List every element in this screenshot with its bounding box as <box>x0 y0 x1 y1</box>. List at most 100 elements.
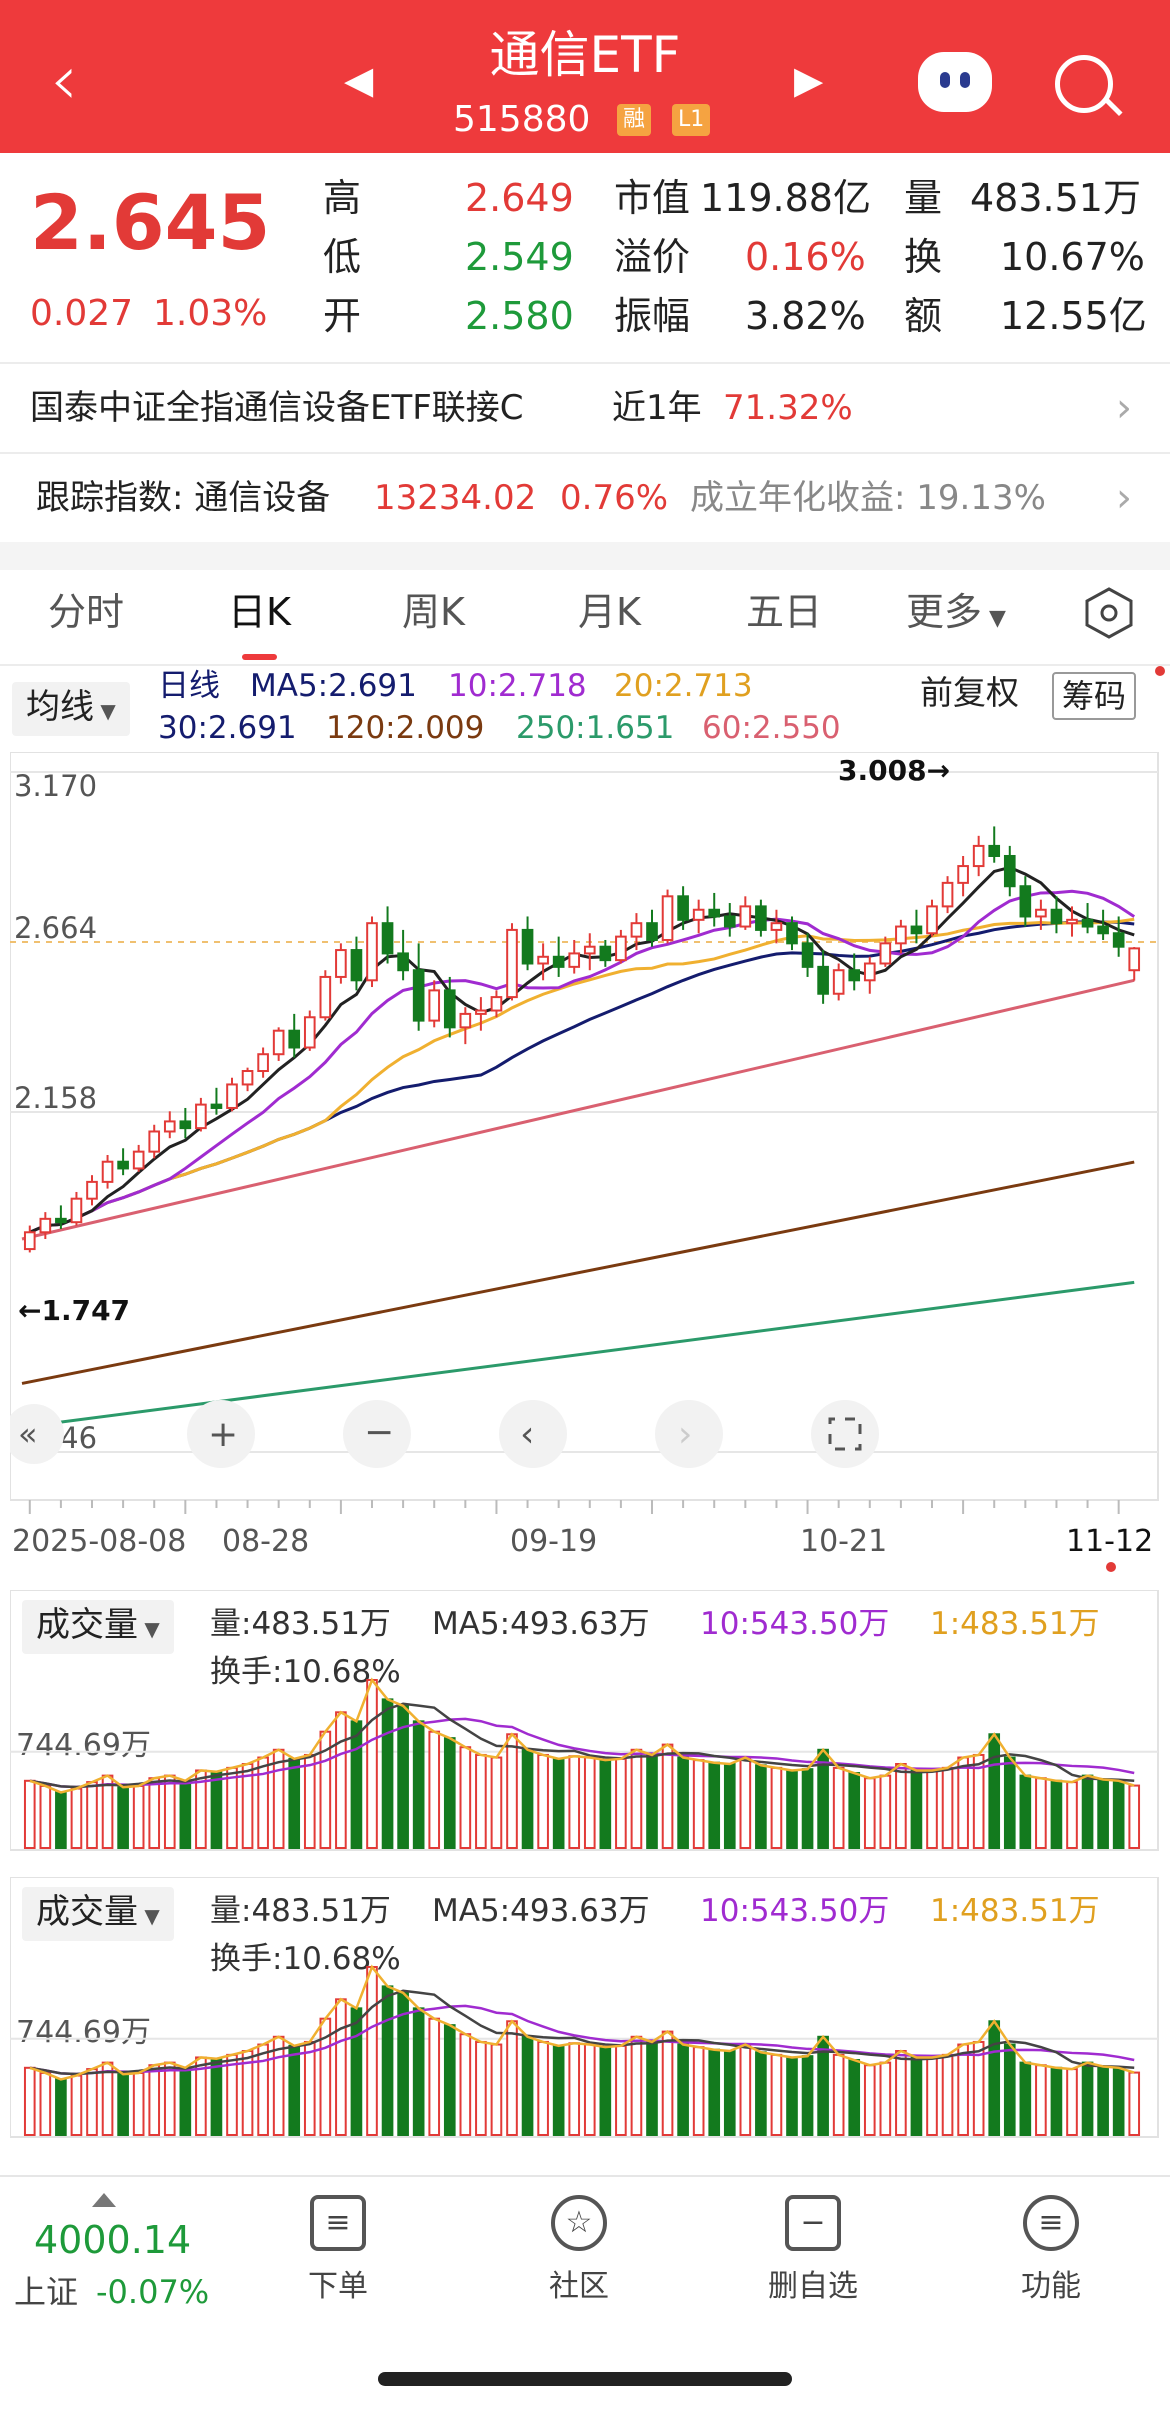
robot-assistant-icon[interactable] <box>918 52 992 112</box>
scroll-right-button[interactable]: › <box>655 1400 723 1468</box>
candle-body <box>506 928 518 999</box>
volume-bar <box>786 1769 798 1849</box>
candle-body <box>226 1083 238 1109</box>
ma60-line <box>21 978 1135 1241</box>
level-tag: L1 <box>672 104 711 136</box>
candle-body <box>490 996 503 1012</box>
candle-body <box>241 1070 254 1086</box>
volume-bar <box>23 2066 36 2136</box>
volume-bar <box>1019 1774 1032 1849</box>
low-label: 低 <box>323 235 362 279</box>
nav-community[interactable]: ☆ 社区 <box>499 2195 659 2305</box>
document-icon: ≡ <box>310 2195 366 2251</box>
candle <box>475 997 487 1031</box>
candle <box>910 909 923 944</box>
candle-body <box>288 1029 301 1049</box>
page-title: 通信ETF <box>489 26 681 84</box>
tab-monthly-k[interactable]: 月K <box>578 590 641 634</box>
volume-frame <box>10 1877 1159 2138</box>
candle-body <box>537 955 549 965</box>
candle <box>957 855 969 897</box>
volume-indicator-select[interactable]: 成交量 ▼ <box>22 1600 174 1654</box>
candle-body <box>195 1103 207 1130</box>
candle <box>226 1077 238 1112</box>
market-index-value[interactable]: 4000.14 <box>34 2218 192 2262</box>
turnover-label: 换 <box>904 235 943 279</box>
volume-bar <box>848 1772 861 1850</box>
volume-bar <box>692 1759 705 1849</box>
volume-bar <box>1097 1778 1109 1849</box>
volume-indicator-select[interactable]: 成交量 ▼ <box>22 1887 174 1941</box>
candle-body <box>1128 947 1141 972</box>
indicator-select[interactable]: 均线 ▼ <box>12 682 130 736</box>
adjust-mode[interactable]: 前复权 <box>920 673 1019 712</box>
volume-bar <box>132 1784 145 1850</box>
volume-line <box>29 1964 1135 2081</box>
rewind-button[interactable]: « <box>10 1404 64 1464</box>
volume-bar <box>848 2059 861 2137</box>
candles <box>23 826 1141 1253</box>
svg-text:›: › <box>678 1414 692 1455</box>
candle <box>599 939 612 967</box>
volume-chart[interactable] <box>10 1877 1160 2139</box>
nav-order[interactable]: ≡ 下单 <box>258 2195 418 2305</box>
candle <box>1112 916 1125 957</box>
tab-weekly-k[interactable]: 周K <box>402 590 465 634</box>
high-annotation: 3.008→ <box>838 754 950 787</box>
svg-text:«: « <box>18 1415 38 1453</box>
linked-fund-name: 国泰中证全指通信设备ETF联接C <box>30 388 524 428</box>
candle-body <box>879 942 892 965</box>
tab-daily-k[interactable]: 日K <box>228 582 291 660</box>
chips-button[interactable]: 筹码 <box>1052 672 1137 720</box>
scroll-left-button[interactable]: ‹ <box>499 1400 567 1468</box>
volume-ma5-line <box>29 1702 1135 1789</box>
tab-intraday[interactable]: 分时 <box>48 590 125 634</box>
candle-body <box>335 949 347 978</box>
candle <box>163 1111 176 1139</box>
candle-body <box>397 952 409 972</box>
volume-bar <box>879 2061 892 2136</box>
zoom-in-button[interactable]: + <box>187 1400 255 1468</box>
nav-remove-watchlist[interactable]: − 删自选 <box>733 2195 893 2305</box>
prev-stock-icon[interactable]: ◀ <box>344 58 374 102</box>
tab-five-day[interactable]: 五日 <box>746 590 823 634</box>
back-icon[interactable]: ‹ <box>50 39 78 121</box>
candle-body <box>972 844 985 868</box>
x-tick-end: 11-12 <box>1066 1524 1154 1559</box>
volume-bar <box>412 2007 425 2137</box>
zoom-out-button[interactable]: − <box>343 1400 411 1468</box>
volume-bar <box>86 2068 98 2136</box>
volume-bar <box>132 2071 145 2137</box>
settings-hexagon-icon[interactable] <box>1082 586 1136 640</box>
market-caret-icon <box>92 2193 116 2207</box>
candle-body <box>739 905 752 928</box>
search-icon[interactable] <box>1055 55 1113 113</box>
candle <box>521 916 534 971</box>
nav-functions[interactable]: ≡ 功能 <box>971 2195 1131 2305</box>
volume-bar <box>459 2033 472 2136</box>
home-indicator <box>378 2372 792 2386</box>
volume-bar <box>552 1757 565 1849</box>
candle <box>1128 947 1141 981</box>
volume-value: 483.51万 <box>970 176 1141 220</box>
candle-body <box>459 1012 472 1029</box>
candle <box>863 956 876 994</box>
volume-bar <box>910 1769 923 1849</box>
ma5-line <box>29 865 1135 1234</box>
candle <box>832 963 845 1001</box>
volume-line <box>29 1677 1135 1794</box>
linked-fund-period: 近1年 <box>612 388 702 428</box>
candle <box>879 936 892 967</box>
candle <box>241 1067 254 1092</box>
volume-bar <box>1112 1779 1125 1849</box>
candle <box>817 950 829 1004</box>
next-stock-icon[interactable]: ▶ <box>794 58 824 102</box>
candle <box>848 953 861 991</box>
fullscreen-button[interactable] <box>811 1400 879 1468</box>
candle-body <box>319 975 332 1019</box>
volume-bar <box>630 1748 643 1850</box>
volume-chart[interactable] <box>10 1590 1160 1852</box>
candle <box>723 903 736 937</box>
tab-more[interactable]: 更多 ▼ <box>906 582 1006 649</box>
